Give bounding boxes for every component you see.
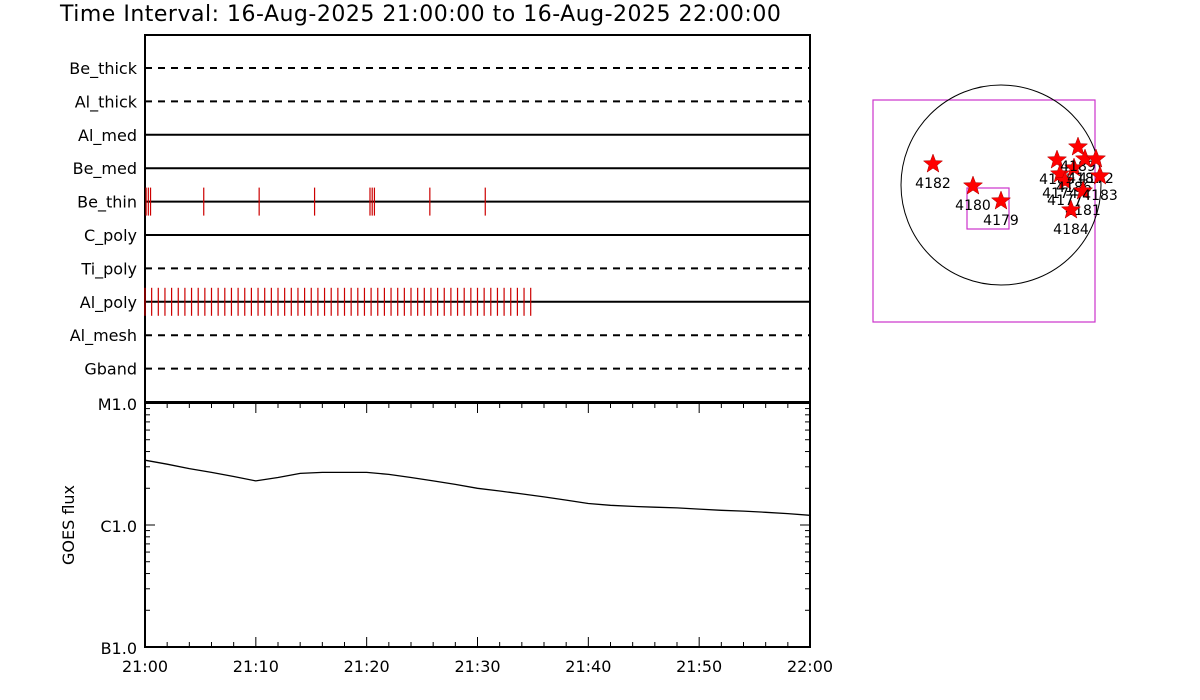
- y-tick-label: M1.0: [98, 395, 137, 414]
- region-star: [1072, 180, 1094, 200]
- y-tick-label: B1.0: [101, 639, 137, 658]
- goes-flux-panel: M1.0 C1.0 B1.021:00 21:10 21:20 21:30 21:40 21:…: [59, 395, 833, 676]
- solar-disk: [900, 84, 1102, 286]
- region-star: [1054, 170, 1076, 190]
- channel-label: Be_thick: [69, 59, 137, 79]
- region-label: 4177: [1047, 193, 1083, 209]
- region-label: 4183: [1082, 188, 1118, 204]
- channel-label: Gband: [84, 360, 137, 379]
- map-outer-box: [872, 99, 1096, 323]
- channel-label: Al_poly: [80, 293, 137, 313]
- region-label: 4180: [955, 198, 991, 214]
- timeline-frame: [144, 34, 811, 403]
- x-tick-label: 21:00: [122, 657, 168, 676]
- region-star: [922, 153, 944, 173]
- y-axis-label: GOES flux: [59, 485, 78, 565]
- channel-timeline-panel: Be_thick Al_thick Al_med Be_med Be_thin C_pol…: [69, 34, 811, 403]
- region-star: [1060, 199, 1082, 219]
- channel-label: Al_mesh: [70, 326, 137, 346]
- channel-label: C_poly: [84, 226, 137, 246]
- region-label: 4179: [983, 213, 1019, 229]
- channel-label: Ti_poly: [80, 259, 137, 279]
- x-tick-label: 21:50: [676, 657, 722, 676]
- goes-flux-line: [144, 459, 811, 516]
- region-star: [962, 175, 984, 195]
- region-star: [1085, 148, 1107, 168]
- region-star: [990, 190, 1012, 210]
- region-star: [1067, 136, 1089, 156]
- region-star: [1089, 165, 1111, 185]
- x-tick-label: 22:00: [787, 657, 833, 676]
- goes-frame: [144, 402, 811, 648]
- x-tick-label: 21:40: [565, 657, 611, 676]
- x-tick-label: 21:20: [344, 657, 390, 676]
- region-label: 4184: [1053, 222, 1089, 238]
- x-tick-label: 21:10: [233, 657, 279, 676]
- region-label: 4174: [1042, 186, 1078, 202]
- time-interval-title: Time Interval: 16-Aug-2025 21:00:00 to 1…: [60, 2, 782, 27]
- x-tick-label: 21:30: [454, 657, 500, 676]
- channel-label: Al_med: [78, 126, 137, 146]
- region-label: 4182: [915, 176, 951, 192]
- channel-label: Be_thin: [77, 193, 137, 213]
- sun-locator-map: 4182418041794185417441774186418941874172…: [872, 84, 1118, 323]
- map-inner-box: [966, 187, 1010, 230]
- region-star: [1046, 149, 1068, 169]
- channel-label: Al_thick: [75, 92, 138, 112]
- y-tick-label: C1.0: [100, 517, 137, 536]
- channel-label: Be_med: [73, 159, 137, 179]
